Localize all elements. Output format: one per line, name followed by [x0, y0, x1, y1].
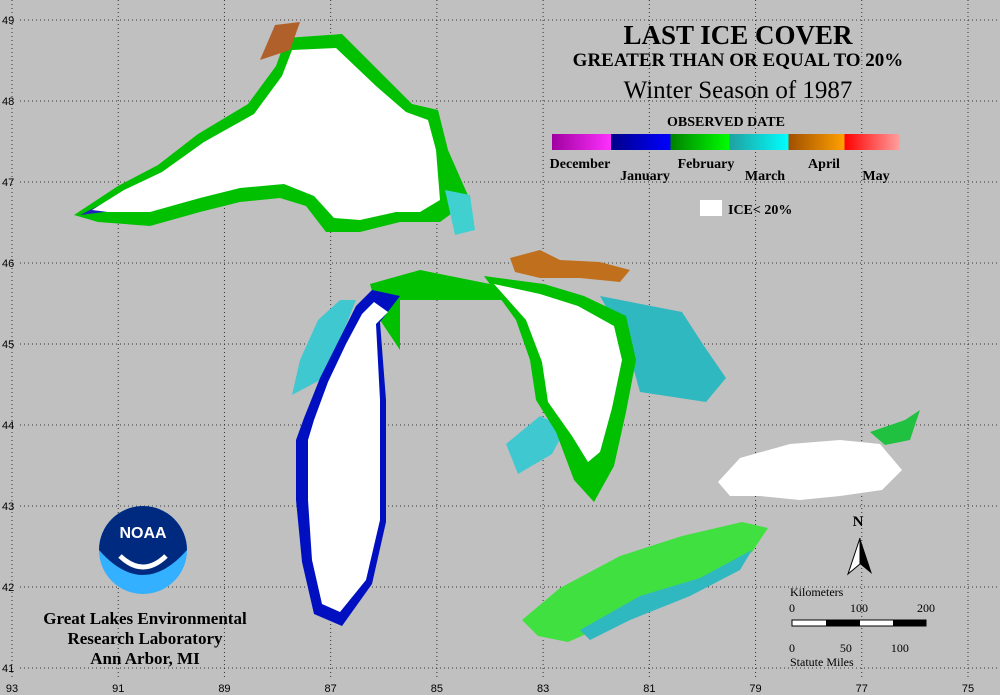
- lat-label: 48: [2, 96, 14, 108]
- lab-line: Ann Arbor, MI: [90, 649, 200, 668]
- lab-line: Research Laboratory: [67, 629, 223, 648]
- km-tick: 0: [789, 601, 795, 615]
- lon-label: 91: [112, 683, 124, 695]
- lake-superior: [74, 22, 475, 235]
- lon-label: 77: [856, 683, 868, 695]
- legend-month: December: [550, 157, 611, 172]
- legend-month: January: [620, 169, 670, 184]
- lon-label: 81: [643, 683, 655, 695]
- legend-months: December January February March April May: [550, 157, 890, 184]
- season: Winter Season of 1987: [624, 77, 853, 104]
- lat-label: 47: [2, 177, 14, 189]
- low-ice-swatch: [700, 200, 722, 216]
- km-tick: 100: [850, 601, 868, 615]
- legend-month: March: [745, 169, 785, 184]
- lat-label: 46: [2, 258, 14, 270]
- lat-label: 41: [2, 663, 14, 675]
- lab-line: Great Lakes Environmental: [43, 609, 247, 628]
- logo-text: NOAA: [119, 525, 167, 542]
- lat-label: 43: [2, 501, 14, 513]
- lon-label: 87: [325, 683, 337, 695]
- legend-color-bar: [552, 134, 900, 150]
- lake-michigan: [292, 270, 540, 626]
- lon-label: 89: [218, 683, 230, 695]
- lon-label: 83: [537, 683, 549, 695]
- lat-label: 42: [2, 582, 14, 594]
- lon-label: 85: [431, 683, 443, 695]
- lat-label: 49: [2, 15, 14, 27]
- lake-erie: [522, 522, 768, 642]
- mi-tick: 50: [840, 641, 852, 655]
- lake-huron: [484, 250, 726, 502]
- km-tick: 200: [917, 601, 935, 615]
- legend-month: May: [862, 169, 889, 184]
- north-arrow: [860, 538, 872, 574]
- legend-title: OBSERVED DATE: [667, 115, 785, 130]
- noaa-logo: NOAA: [99, 506, 187, 594]
- scale-bar: 0 100 200 0 50 100: [789, 601, 935, 655]
- lake-ontario: [718, 410, 920, 500]
- title: LAST ICE COVER: [623, 20, 853, 50]
- north-label: N: [853, 514, 864, 530]
- km-label: Kilometers: [790, 585, 844, 599]
- low-ice-label: ICE< 20%: [728, 203, 792, 218]
- lat-label: 44: [2, 420, 14, 432]
- mi-tick: 100: [891, 641, 909, 655]
- legend-month: April: [808, 157, 840, 172]
- mi-label: Statute Miles: [790, 655, 854, 669]
- lat-label: 45: [2, 339, 14, 351]
- lon-label: 79: [749, 683, 761, 695]
- lon-label: 75: [962, 683, 974, 695]
- lon-label: 93: [6, 683, 18, 695]
- subtitle: GREATER THAN OR EQUAL TO 20%: [573, 50, 904, 71]
- legend-month: February: [678, 157, 735, 172]
- mi-tick: 0: [789, 641, 795, 655]
